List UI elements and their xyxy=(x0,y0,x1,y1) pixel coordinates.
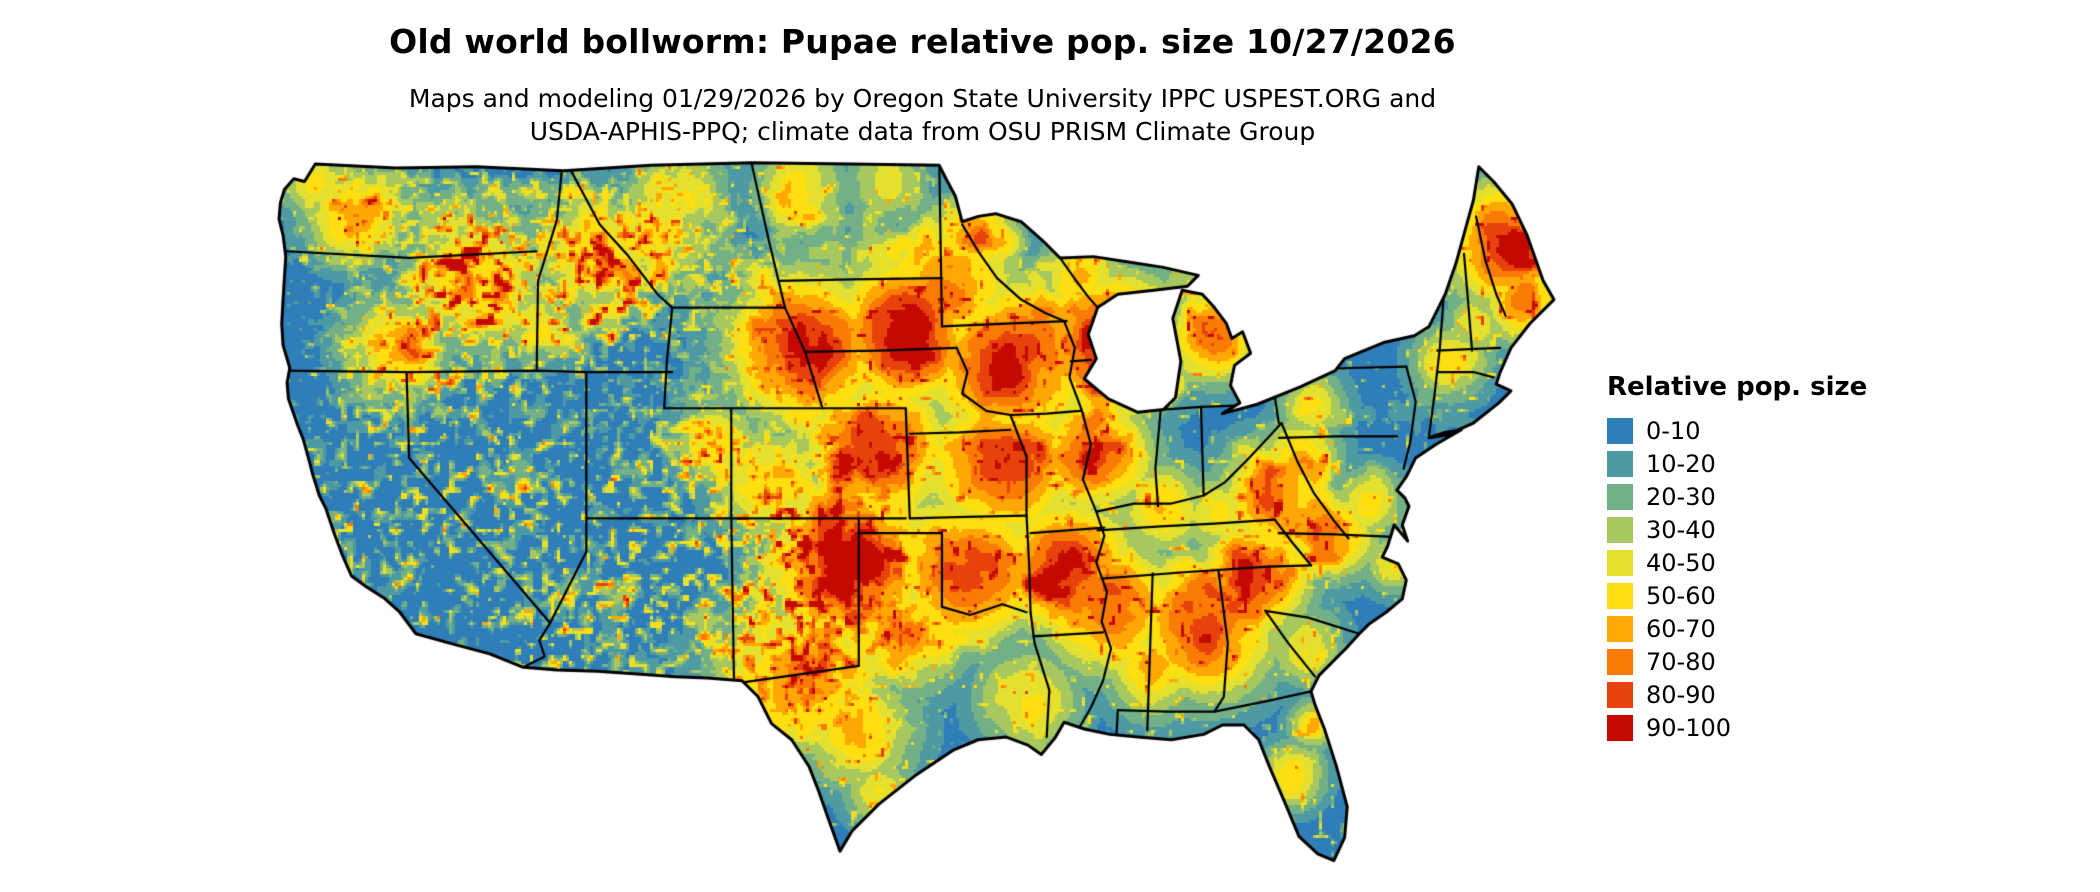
legend-label: 50-60 xyxy=(1646,581,1716,610)
subtitle-line1: Maps and modeling 01/29/2026 by Oregon S… xyxy=(408,84,1437,113)
legend-label: 80-90 xyxy=(1646,680,1716,709)
legend-item: 50-60 xyxy=(1607,579,1867,612)
legend-swatch xyxy=(1607,549,1633,576)
subtitle-line2: USDA-APHIS-PPQ; climate data from OSU PR… xyxy=(529,117,1316,146)
us-relative-population-map xyxy=(275,160,1570,880)
legend-items: 0-10 10-20 20-30 30-40 40-50 50-60 60-70 70-80 8… xyxy=(1607,414,1867,744)
legend-label: 10-20 xyxy=(1646,449,1716,478)
legend-item: 80-90 xyxy=(1607,678,1867,711)
legend-label: 90-100 xyxy=(1646,713,1732,742)
legend-item: 0-10 xyxy=(1607,414,1867,447)
legend-item: 20-30 xyxy=(1607,480,1867,513)
legend-swatch xyxy=(1607,483,1633,510)
legend-swatch xyxy=(1607,417,1633,444)
legend-item: 60-70 xyxy=(1607,612,1867,645)
legend-swatch xyxy=(1607,516,1633,543)
legend-swatch xyxy=(1607,582,1633,609)
legend-label: 0-10 xyxy=(1646,416,1701,445)
legend-swatch xyxy=(1607,681,1633,708)
legend-title: Relative pop. size xyxy=(1607,372,1868,402)
legend-item: 30-40 xyxy=(1607,513,1867,546)
legend-label: 40-50 xyxy=(1646,548,1716,577)
legend-swatch xyxy=(1607,714,1633,741)
legend: Relative pop. size 0-10 10-20 20-30 30-40 40… xyxy=(1607,372,1867,744)
legend-item: 90-100 xyxy=(1607,711,1867,744)
legend-swatch xyxy=(1607,615,1633,642)
legend-label: 70-80 xyxy=(1646,647,1716,676)
legend-swatch xyxy=(1607,450,1633,477)
legend-item: 10-20 xyxy=(1607,447,1867,480)
legend-label: 20-30 xyxy=(1646,482,1716,511)
page-title: Old world bollworm: Pupae relative pop. … xyxy=(389,22,1456,61)
legend-label: 60-70 xyxy=(1646,614,1716,643)
legend-item: 70-80 xyxy=(1607,645,1867,678)
legend-item: 40-50 xyxy=(1607,546,1867,579)
legend-swatch xyxy=(1607,648,1633,675)
legend-label: 30-40 xyxy=(1646,515,1716,544)
